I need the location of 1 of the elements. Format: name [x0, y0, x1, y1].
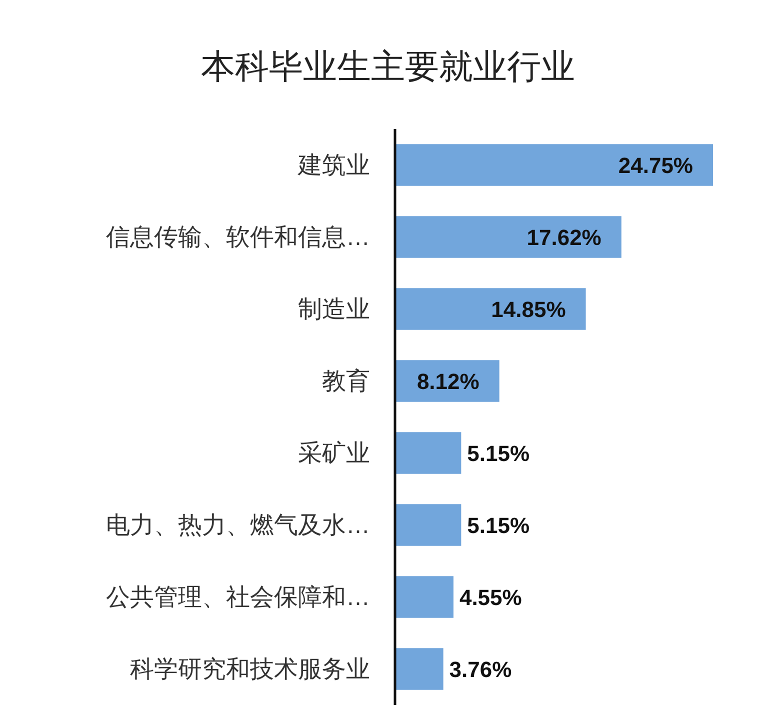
title: 本科毕业生主要就业行业	[201, 48, 575, 86]
